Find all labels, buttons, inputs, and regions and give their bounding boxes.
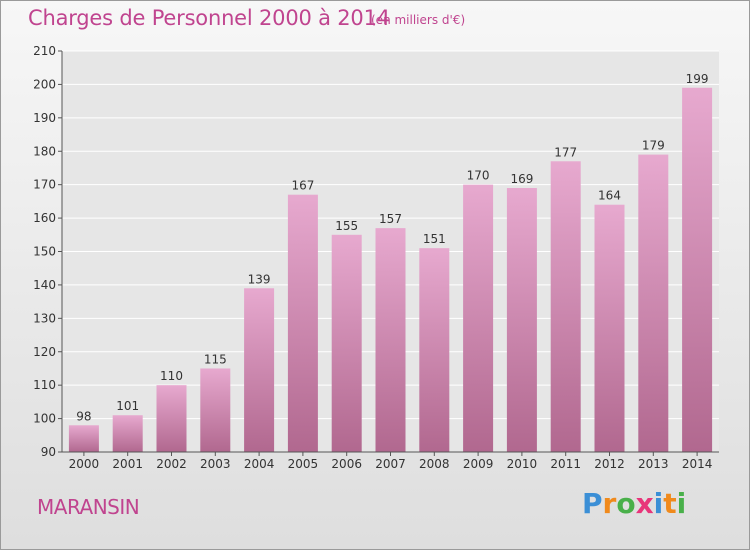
logo-letter: i (653, 487, 664, 520)
x-tick-label: 2005 (288, 457, 319, 471)
logo-letter: P (582, 487, 603, 520)
bar-value-label: 164 (598, 189, 621, 203)
x-tick-label: 2012 (594, 457, 625, 471)
y-tick-label: 210 (33, 44, 56, 58)
bar (682, 87, 713, 452)
bar-value-label: 169 (510, 172, 533, 186)
bar-value-label: 199 (686, 72, 709, 86)
bar-value-label: 157 (379, 212, 402, 226)
bar-value-label: 170 (467, 169, 490, 183)
x-tick-label: 2009 (463, 457, 494, 471)
y-tick-label: 130 (33, 311, 56, 325)
logo-letter: r (602, 487, 617, 520)
x-tick-label: 2011 (550, 457, 581, 471)
bar (112, 415, 143, 452)
bar-value-label: 179 (642, 139, 665, 153)
bar (244, 288, 275, 452)
x-tick-label: 2000 (69, 457, 100, 471)
y-tick-label: 100 (33, 412, 56, 426)
bar-value-label: 139 (248, 272, 271, 286)
bar-value-label: 177 (554, 145, 577, 159)
bar (550, 161, 581, 452)
logo-letter: t (663, 487, 677, 520)
x-tick-label: 2013 (638, 457, 669, 471)
bar (463, 184, 494, 452)
y-tick-label: 110 (33, 378, 56, 392)
x-tick-label: 2010 (507, 457, 538, 471)
commune-name: MARANSIN (37, 495, 140, 519)
bar-value-label: 110 (160, 369, 183, 383)
bar-value-label: 167 (291, 179, 314, 193)
x-tick-label: 2002 (156, 457, 187, 471)
bar (331, 234, 362, 452)
x-tick-label: 2003 (200, 457, 231, 471)
bar-value-label: 155 (335, 219, 358, 233)
y-tick-label: 140 (33, 278, 56, 292)
bar-value-label: 101 (116, 399, 139, 413)
y-tick-label: 160 (33, 211, 56, 225)
proxiti-logo[interactable]: Proxiti (582, 487, 686, 520)
bar-value-label: 151 (423, 232, 446, 246)
bar (287, 194, 318, 453)
bar (594, 204, 625, 452)
x-tick-label: 2007 (375, 457, 406, 471)
bar (375, 228, 406, 452)
bar (419, 248, 450, 452)
x-tick-label: 2006 (331, 457, 362, 471)
bar-value-label: 115 (204, 352, 227, 366)
chart-title: Charges de Personnel 2000 à 2014 (28, 6, 390, 30)
chart-subtitle: (en milliers d'€) (371, 13, 466, 27)
x-tick-label: 2014 (682, 457, 713, 471)
bar (156, 385, 187, 452)
bar (638, 154, 669, 452)
bar (506, 188, 537, 452)
y-tick-label: 170 (33, 178, 56, 192)
y-tick-label: 120 (33, 345, 56, 359)
y-tick-label: 190 (33, 111, 56, 125)
y-tick-label: 200 (33, 77, 56, 91)
logo-letter: x (635, 487, 654, 520)
x-tick-label: 2001 (112, 457, 143, 471)
logo-letter: o (616, 487, 636, 520)
y-tick-label: 180 (33, 144, 56, 158)
y-tick-label: 90 (41, 445, 56, 459)
y-tick-label: 150 (33, 245, 56, 259)
bar (200, 368, 231, 452)
x-tick-label: 2008 (419, 457, 450, 471)
bar (68, 425, 99, 452)
bar-value-label: 98 (76, 409, 91, 423)
logo-letter: i (676, 487, 687, 520)
x-tick-label: 2004 (244, 457, 275, 471)
